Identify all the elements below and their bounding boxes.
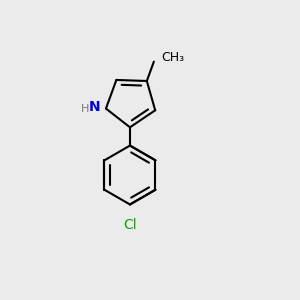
Text: CH₃: CH₃ [161,51,184,64]
Text: N: N [89,100,100,114]
Text: H: H [81,104,89,114]
Text: Cl: Cl [123,218,137,232]
